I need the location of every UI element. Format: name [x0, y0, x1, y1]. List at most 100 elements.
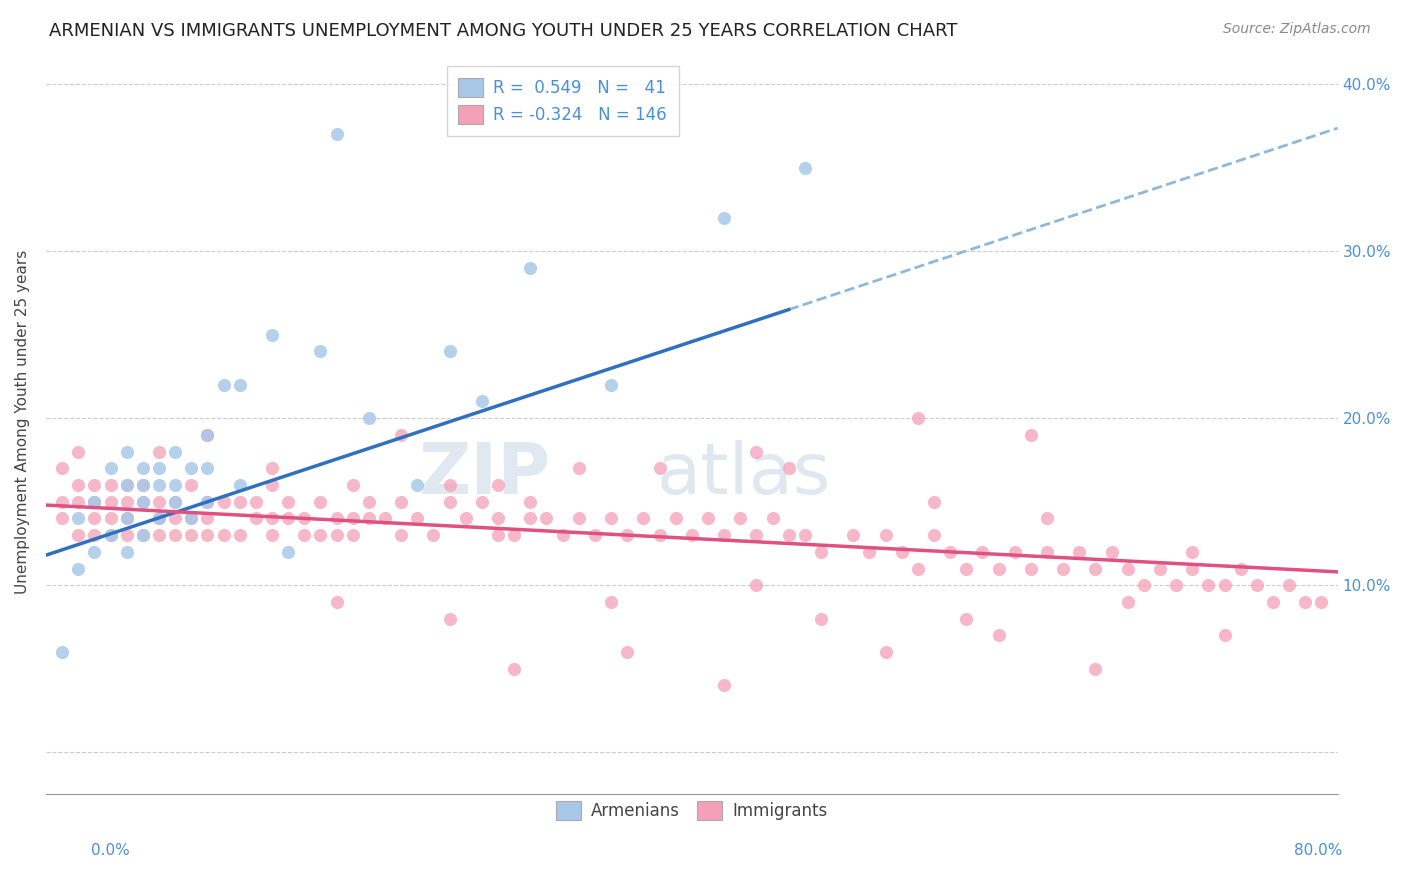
Point	[1069, 545, 1091, 559]
Point	[132, 461, 155, 475]
Point	[439, 478, 461, 492]
Point	[987, 628, 1010, 642]
Point	[132, 494, 155, 508]
Point	[939, 545, 962, 559]
Point	[148, 511, 170, 525]
Point	[713, 678, 735, 692]
Point	[568, 461, 591, 475]
Point	[471, 494, 494, 508]
Point	[793, 161, 815, 175]
Point	[197, 428, 219, 442]
Point	[197, 494, 219, 508]
Point	[148, 528, 170, 542]
Point	[165, 511, 187, 525]
Point	[132, 478, 155, 492]
Point	[1261, 595, 1284, 609]
Point	[1084, 561, 1107, 575]
Point	[83, 494, 105, 508]
Point	[212, 528, 235, 542]
Point	[1116, 561, 1139, 575]
Point	[955, 561, 977, 575]
Point	[858, 545, 880, 559]
Point	[197, 428, 219, 442]
Point	[132, 478, 155, 492]
Point	[713, 211, 735, 225]
Point	[292, 528, 315, 542]
Point	[972, 545, 994, 559]
Point	[197, 511, 219, 525]
Point	[1278, 578, 1301, 592]
Point	[148, 444, 170, 458]
Point	[503, 528, 526, 542]
Legend: Armenians, Immigrants: Armenians, Immigrants	[550, 794, 834, 827]
Point	[148, 478, 170, 492]
Point	[83, 545, 105, 559]
Point	[922, 494, 945, 508]
Text: Source: ZipAtlas.com: Source: ZipAtlas.com	[1223, 22, 1371, 37]
Point	[165, 478, 187, 492]
Point	[165, 444, 187, 458]
Point	[260, 511, 283, 525]
Point	[1213, 578, 1236, 592]
Point	[277, 511, 299, 525]
Point	[228, 478, 250, 492]
Point	[728, 511, 751, 525]
Point	[180, 461, 202, 475]
Point	[277, 494, 299, 508]
Point	[115, 528, 138, 542]
Point	[842, 528, 865, 542]
Point	[67, 528, 90, 542]
Point	[277, 545, 299, 559]
Point	[180, 511, 202, 525]
Point	[1019, 561, 1042, 575]
Point	[115, 478, 138, 492]
Point	[228, 528, 250, 542]
Point	[165, 528, 187, 542]
Point	[83, 528, 105, 542]
Point	[1052, 561, 1074, 575]
Point	[1166, 578, 1188, 592]
Point	[875, 645, 897, 659]
Point	[309, 344, 332, 359]
Text: ARMENIAN VS IMMIGRANTS UNEMPLOYMENT AMONG YOUTH UNDER 25 YEARS CORRELATION CHART: ARMENIAN VS IMMIGRANTS UNEMPLOYMENT AMON…	[49, 22, 957, 40]
Point	[180, 478, 202, 492]
Point	[1149, 561, 1171, 575]
Point	[357, 494, 380, 508]
Point	[600, 595, 623, 609]
Point	[260, 528, 283, 542]
Point	[67, 444, 90, 458]
Point	[165, 494, 187, 508]
Point	[583, 528, 606, 542]
Point	[148, 494, 170, 508]
Point	[100, 461, 122, 475]
Point	[180, 528, 202, 542]
Point	[197, 494, 219, 508]
Point	[1101, 545, 1123, 559]
Point	[83, 494, 105, 508]
Point	[810, 545, 832, 559]
Point	[260, 327, 283, 342]
Point	[793, 528, 815, 542]
Point	[1133, 578, 1156, 592]
Point	[100, 528, 122, 542]
Point	[745, 528, 768, 542]
Point	[519, 494, 541, 508]
Point	[875, 528, 897, 542]
Point	[1246, 578, 1268, 592]
Point	[778, 461, 800, 475]
Point	[551, 528, 574, 542]
Point	[325, 511, 347, 525]
Point	[616, 645, 638, 659]
Point	[197, 461, 219, 475]
Point	[987, 561, 1010, 575]
Point	[810, 612, 832, 626]
Point	[439, 494, 461, 508]
Point	[148, 511, 170, 525]
Point	[83, 478, 105, 492]
Point	[486, 478, 509, 492]
Point	[212, 494, 235, 508]
Point	[342, 478, 364, 492]
Point	[1019, 428, 1042, 442]
Point	[471, 394, 494, 409]
Point	[357, 511, 380, 525]
